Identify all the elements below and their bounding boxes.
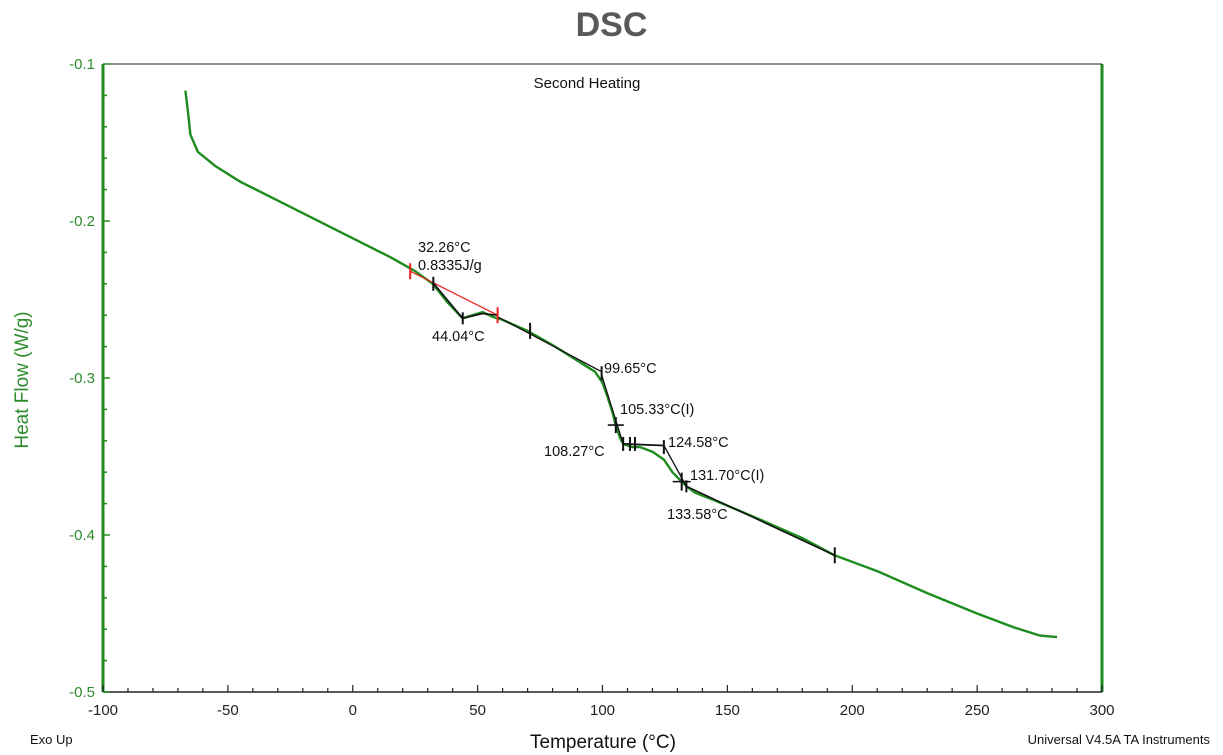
y-tick-label: -0.5 xyxy=(69,684,95,701)
annotation-label: 32.26°C xyxy=(418,240,471,256)
annotation-label: 105.33°C(I) xyxy=(620,402,694,418)
analysis-overlay xyxy=(409,263,836,564)
x-tick-label: -100 xyxy=(88,702,118,719)
inflection-tangent xyxy=(600,374,624,445)
annotations: 32.26°C 0.8335J/g 44.04°C 99.65°C 105.33… xyxy=(418,240,764,523)
annotation-label: 0.8335J/g xyxy=(418,258,482,274)
annotation-label: 133.58°C xyxy=(667,507,728,523)
annotation-label: 131.70°C(I) xyxy=(690,468,764,484)
peak-tangent-trace xyxy=(432,281,498,320)
heat-flow-curve xyxy=(184,90,1058,639)
y-axis-label: Heat Flow (W/g) xyxy=(12,311,33,448)
software-credit: Universal V4.5A TA Instruments xyxy=(1028,732,1211,747)
x-axis-label: Temperature (°C) xyxy=(530,732,676,753)
chart-title: DSC xyxy=(575,6,648,44)
annotation-label: 99.65°C xyxy=(604,361,657,377)
series xyxy=(184,90,1058,639)
annotation-label: 124.58°C xyxy=(668,435,729,451)
x-tick-label: 300 xyxy=(1089,702,1114,719)
y-tick-label: -0.3 xyxy=(69,370,95,387)
x-tick-label: 200 xyxy=(840,702,865,719)
y-tick-label: -0.4 xyxy=(69,527,95,544)
ticks: -100 -50 0 50 100 150 200 250 300 -0.1 -0.2 -0.3 -0.… xyxy=(69,56,1114,719)
y-tick-label: -0.2 xyxy=(69,213,95,230)
annotation-label: 44.04°C xyxy=(432,329,485,345)
annotation-label: 108.27°C xyxy=(544,444,605,460)
integration-baseline xyxy=(409,270,498,316)
x-tick-label: 250 xyxy=(965,702,990,719)
end-tangent xyxy=(686,485,836,557)
chart-subtitle: Second Heating xyxy=(534,75,641,92)
y-tick-label: -0.1 xyxy=(69,56,95,73)
exo-up-label: Exo Up xyxy=(30,732,73,747)
onset-tangent xyxy=(497,316,602,373)
x-tick-label: 100 xyxy=(590,702,615,719)
x-tick-label: -50 xyxy=(217,702,239,719)
x-tick-label: 50 xyxy=(469,702,486,719)
x-tick-label: 150 xyxy=(715,702,740,719)
x-tick-label: 0 xyxy=(349,702,357,719)
